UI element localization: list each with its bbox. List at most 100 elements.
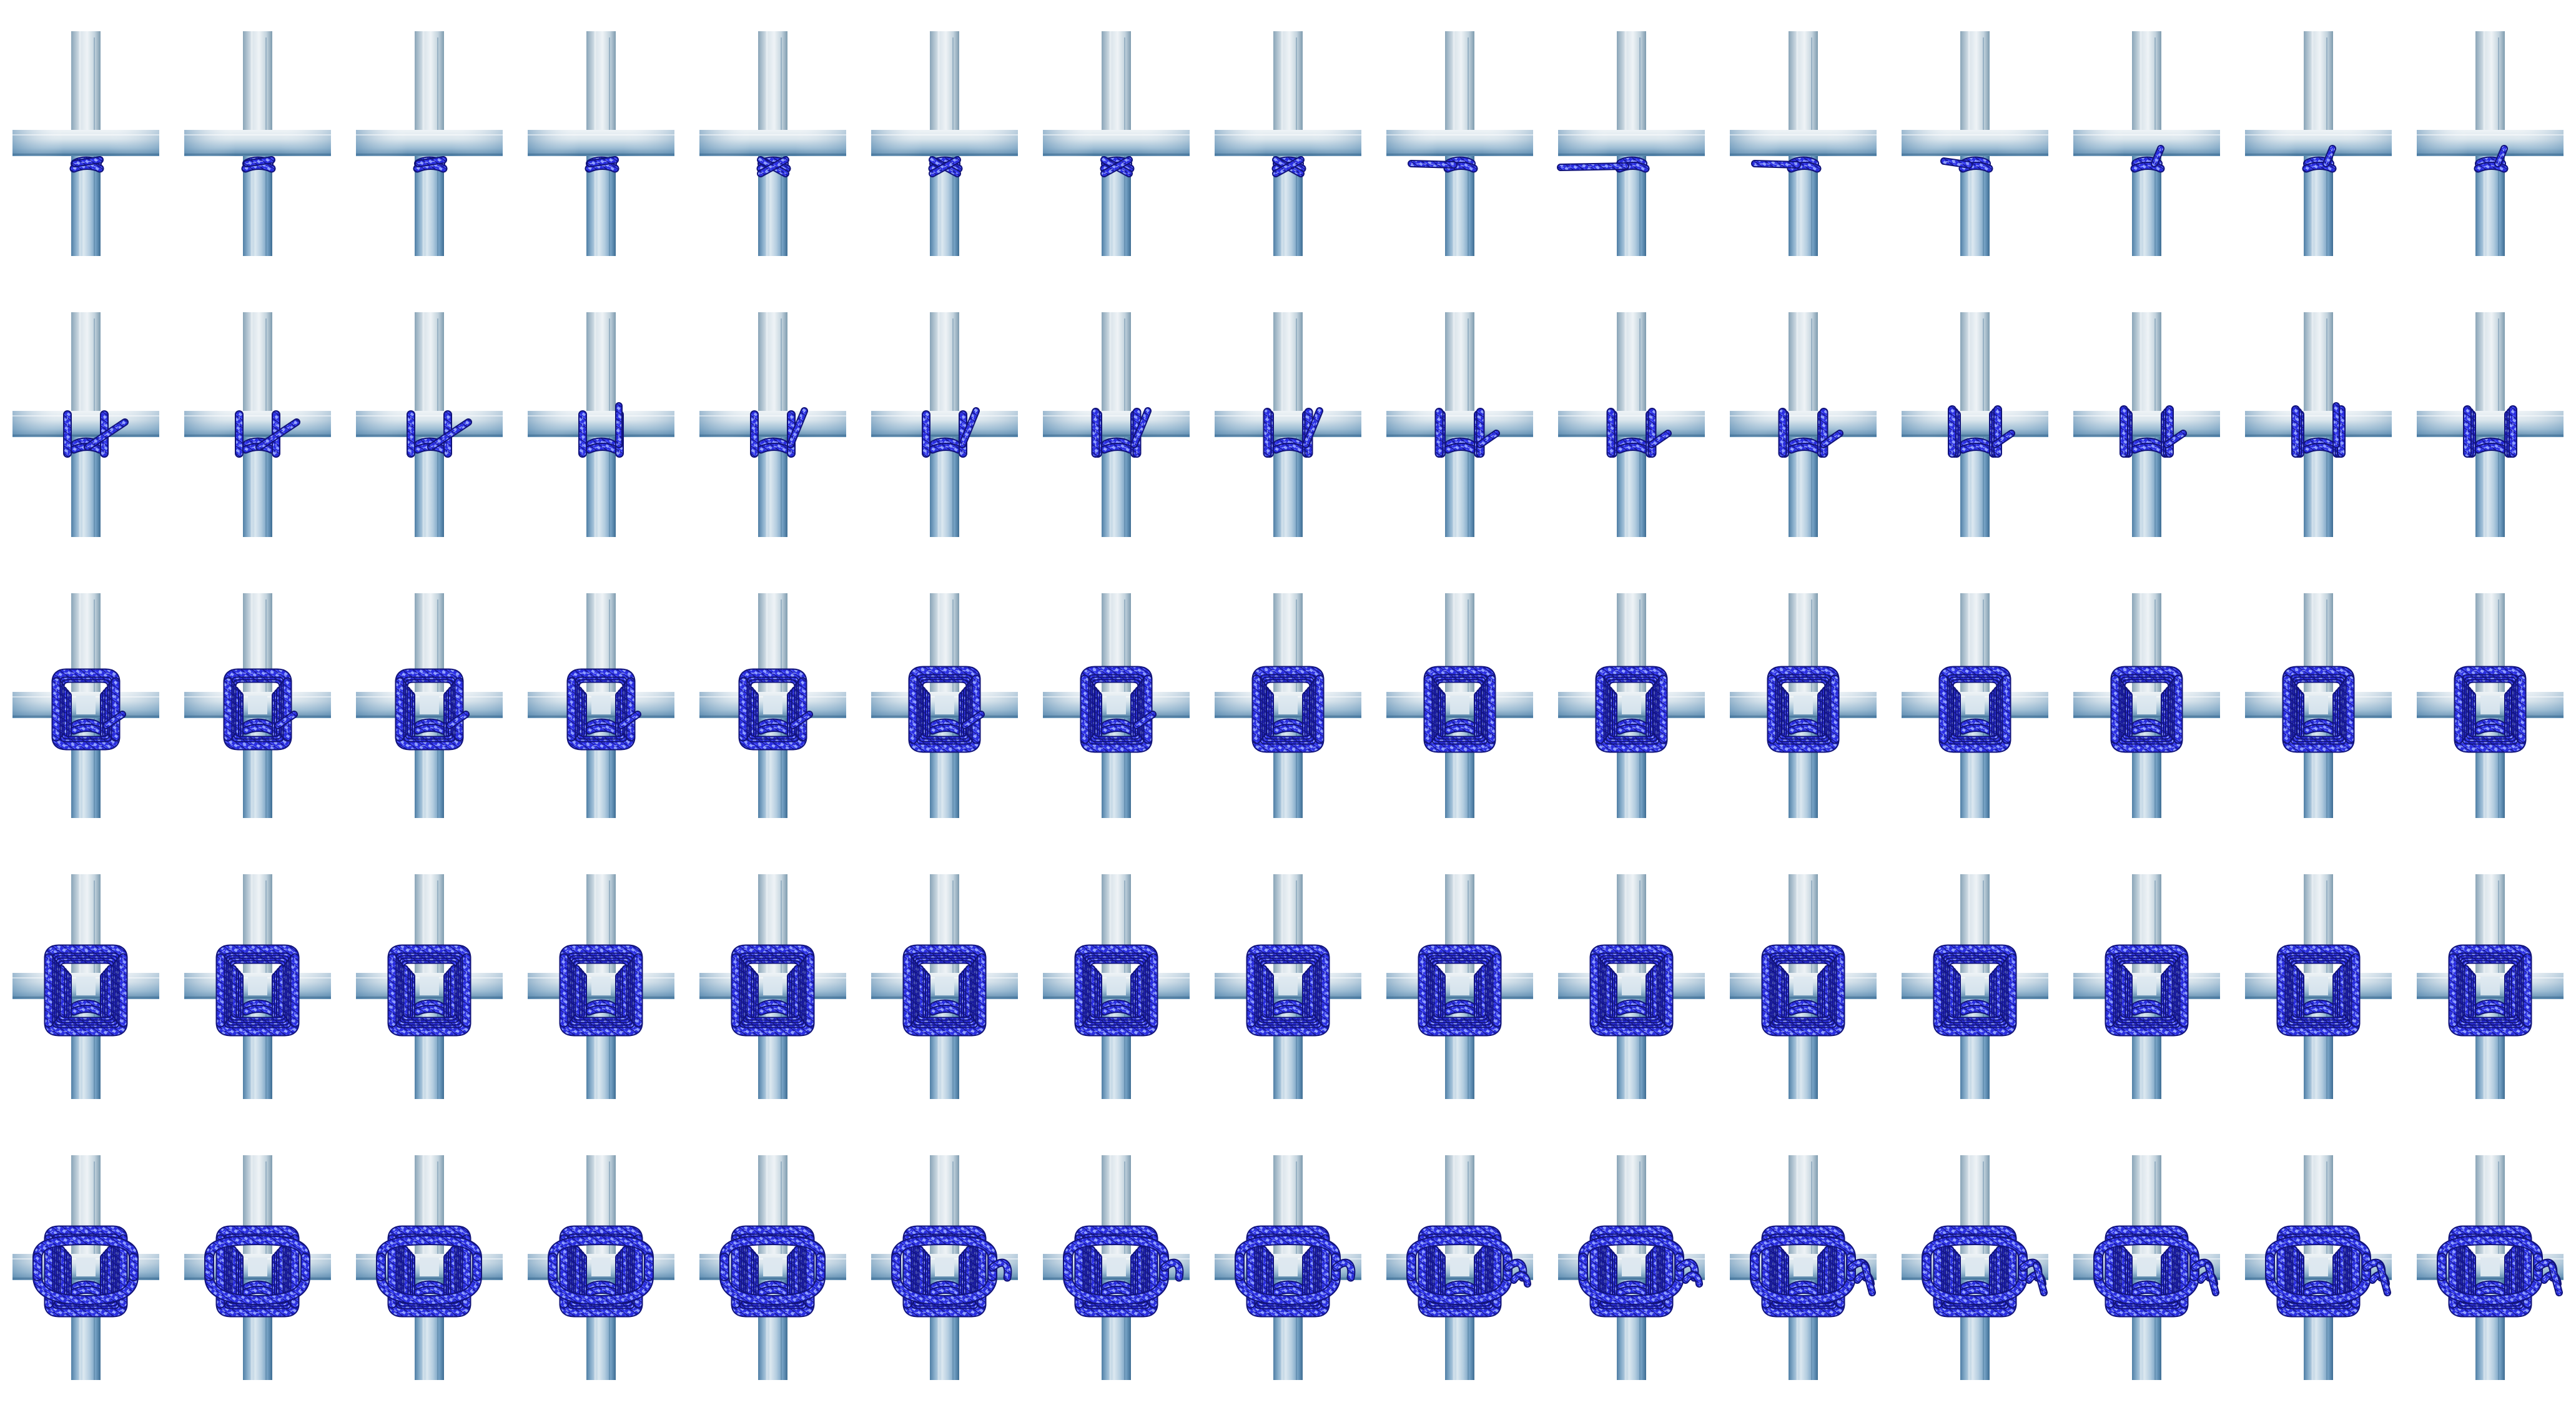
rope-tail — [961, 711, 985, 729]
rope-bottom-turn — [215, 1299, 300, 1318]
rope-tail — [1991, 430, 2015, 448]
rope-lashing — [731, 944, 815, 1037]
lashing-frame-image — [1386, 312, 1533, 537]
vertical-pole-top — [2132, 874, 2161, 987]
rope-bottom-turn — [1761, 1299, 1845, 1318]
lashing-center-window — [763, 977, 782, 995]
lashing-frame — [1546, 843, 1717, 1124]
lashing-frame — [1546, 281, 1717, 562]
rope-bottom-turn — [2448, 1299, 2532, 1318]
rope-bottom-turn — [395, 732, 464, 751]
lashing-frame-image — [2245, 593, 2392, 818]
vertical-pole-top — [1445, 1155, 1474, 1268]
vertical-pole-top — [2304, 31, 2333, 144]
rope-top-turn — [51, 668, 121, 687]
vertical-pole-top — [930, 1155, 959, 1268]
vertical-pole-top — [2475, 874, 2505, 987]
lashing-frame — [1717, 843, 1889, 1124]
lashing-frame-image — [12, 31, 159, 256]
rope-frapping-bottom — [2093, 1271, 2199, 1305]
rope-lashing — [1406, 1225, 1531, 1318]
lashing-frame — [0, 281, 172, 562]
rope-lashing — [395, 668, 470, 751]
lashing-frame — [687, 562, 859, 843]
rope-lashing — [2282, 666, 2355, 753]
rope-bottom-turn — [1589, 1299, 1674, 1318]
rope-tail — [84, 418, 129, 451]
rope-top-turn — [731, 944, 815, 963]
lashing-center-window — [591, 696, 611, 714]
rope-top-turn — [1418, 1225, 1502, 1244]
lashing-frame-image — [699, 874, 846, 1099]
rope-top-turn — [2454, 666, 2527, 684]
lashing-frame — [1889, 843, 2061, 1124]
vertical-pole-top — [243, 1155, 272, 1268]
vertical-pole-top — [1789, 1155, 1818, 1268]
rope-lashing — [407, 410, 472, 458]
lashing-frame — [2233, 1124, 2404, 1405]
vertical-pole-top — [586, 312, 616, 425]
vertical-pole-top — [758, 31, 787, 144]
lashing-center-window — [420, 696, 439, 714]
rope-bottom-turn — [1074, 1018, 1158, 1037]
lashing-frame — [2061, 281, 2233, 562]
lashing-frame — [343, 0, 515, 281]
rope-bottom-turn — [51, 732, 121, 751]
lashing-frame-image — [184, 874, 331, 1099]
lashing-frame — [2233, 843, 2404, 1124]
lashing-frame-image — [1730, 874, 1877, 1099]
rope-lashing — [69, 156, 104, 173]
rope-lashing — [241, 156, 276, 173]
lashing-center-window — [1794, 696, 1813, 714]
vertical-pole-top — [243, 874, 272, 987]
rope-tail — [959, 407, 980, 448]
lashing-frame-image — [1215, 1155, 1361, 1380]
rope-bottom-turn — [2110, 734, 2183, 753]
vertical-pole-top — [243, 312, 272, 425]
rope-lashing — [1074, 944, 1158, 1037]
lashing-frame-image — [1557, 31, 1705, 256]
lashing-frame-image — [1902, 31, 2048, 256]
lashing-frame-image — [528, 312, 674, 537]
lashing-frame — [1717, 562, 1889, 843]
vertical-pole-top — [2475, 1155, 2505, 1268]
rope-lashing — [1933, 944, 2017, 1037]
vertical-pole-top — [2304, 593, 2333, 706]
rope-lashing — [1263, 407, 1323, 458]
lashing-center-window — [1278, 696, 1298, 714]
lashing-frame-image — [871, 874, 1018, 1099]
rope-lashing — [413, 156, 448, 173]
lashing-center-window — [2309, 696, 2328, 714]
vertical-pole-top — [1789, 31, 1818, 144]
rope-bottom-turn — [1251, 734, 1325, 753]
lashing-frame — [515, 562, 687, 843]
rope-lashing — [922, 407, 980, 458]
rope-tail — [1130, 407, 1152, 448]
vertical-pole-top — [1273, 312, 1303, 425]
lashing-frame — [2061, 1124, 2233, 1405]
rope-bottom-turn — [1933, 1299, 2017, 1318]
rope-tail — [1820, 430, 1843, 448]
rope-lashing — [2120, 405, 2187, 458]
rope-lashing — [215, 944, 300, 1037]
rope-top-turn — [387, 944, 471, 963]
lashing-frame-image — [871, 1155, 1018, 1380]
lashing-frame-image — [871, 593, 1018, 818]
rope-lashing — [902, 944, 987, 1037]
rope-lashing — [1418, 944, 1502, 1037]
vertical-pole-top — [415, 593, 444, 706]
lashing-frame — [172, 843, 343, 1124]
lashing-frame-image — [1558, 1155, 1705, 1380]
lashing-frame-image — [1902, 312, 2048, 537]
rope-tail — [1408, 160, 1458, 169]
lashing-frame — [687, 0, 859, 281]
lashing-frame-image — [184, 31, 331, 256]
lashing-frame — [859, 281, 1030, 562]
rope-lashing — [2291, 402, 2346, 458]
rope-bottom-turn — [1418, 1299, 1502, 1318]
lashing-frame-image — [2073, 593, 2220, 818]
rope-lashing — [44, 944, 128, 1037]
rope-tail — [255, 418, 300, 451]
lashing-frame-image — [2417, 874, 2564, 1099]
lashing-frame-image — [1558, 593, 1705, 818]
